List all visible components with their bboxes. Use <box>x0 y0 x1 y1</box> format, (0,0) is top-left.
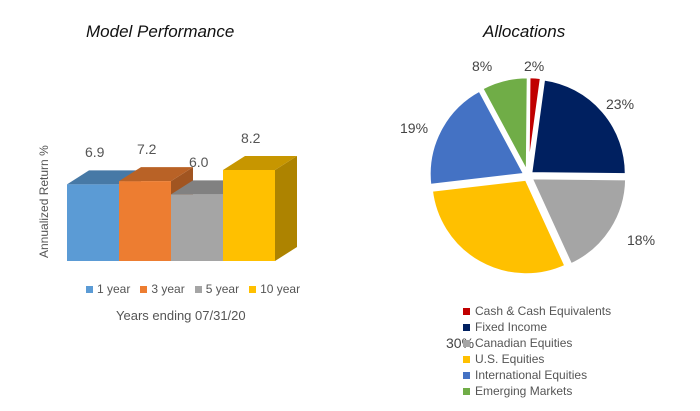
legend-label: 1 year <box>97 282 131 296</box>
legend-label: 3 year <box>151 282 185 296</box>
legend-label: Cash & Cash Equivalents <box>475 304 612 318</box>
pie-value-label: 19% <box>400 120 429 136</box>
legend-swatch <box>140 285 148 293</box>
performance-chart-title: Model Performance <box>86 22 235 41</box>
bar-value-label: 7.2 <box>137 141 157 158</box>
legend-swatch <box>463 307 470 315</box>
bar-chart <box>67 156 297 261</box>
pie-value-label: 18% <box>627 232 656 248</box>
pie-value-label: 2% <box>524 58 545 74</box>
pie-legend-item: Emerging Markets <box>463 383 611 399</box>
legend-label: 10 year <box>260 282 301 296</box>
allocations-chart-title: Allocations <box>483 22 566 41</box>
bar-legend-item: 3 year <box>140 282 185 296</box>
legend-swatch <box>249 285 257 293</box>
bar-legend: 1 year 3 year 5 year 10 year <box>86 282 300 296</box>
x-axis-label: Years ending 07/31/20 <box>116 308 246 323</box>
legend-label: 5 year <box>205 282 240 296</box>
legend-swatch <box>463 339 470 347</box>
bar-5-year <box>171 194 223 261</box>
pie-legend-item: Cash & Cash Equivalents <box>463 303 611 319</box>
bar-3-year <box>119 181 171 261</box>
pie-legend-item: International Equities <box>463 367 611 383</box>
pie-legend-item: Canadian Equities <box>463 335 611 351</box>
pie-legend-item: Fixed Income <box>463 319 611 335</box>
pie-value-label: 30% <box>446 335 475 351</box>
legend-swatch <box>463 355 470 363</box>
bar-10-year <box>223 170 275 261</box>
bar-1-year <box>67 184 119 261</box>
bar-legend-item: 5 year <box>194 282 240 296</box>
pie-legend: Cash & Cash Equivalents Fixed Income Canad… <box>463 303 611 399</box>
pie-slice-u-s-equities <box>430 178 568 276</box>
pie-slice-canadian-equities <box>529 176 628 267</box>
pie-value-label: 23% <box>606 96 635 112</box>
bar-value-label: 8.2 <box>241 130 261 146</box>
bar-top <box>223 156 297 170</box>
legend-swatch <box>463 323 470 331</box>
legend-label: International Equities <box>475 368 588 382</box>
bar-value-label: 6.0 <box>189 154 209 171</box>
bar-value-label: 6.9 <box>85 144 105 161</box>
legend-label: Canadian Equities <box>475 336 573 350</box>
legend-label: Fixed Income <box>475 320 548 334</box>
legend-label: Emerging Markets <box>475 384 573 398</box>
legend-swatch <box>86 285 93 293</box>
pie-legend-item: U.S. Equities <box>463 351 611 367</box>
legend-swatch <box>463 371 470 379</box>
bar-legend-item: 10 year <box>249 282 300 296</box>
pie-slice-emerging-markets <box>480 75 530 173</box>
legend-swatch <box>194 285 202 293</box>
legend-label: U.S. Equities <box>475 352 545 366</box>
pie-slice-international-equities <box>428 88 527 187</box>
legend-swatch <box>463 387 470 395</box>
bar-top <box>119 167 193 182</box>
bar-side <box>275 156 297 261</box>
bar-legend-item: 1 year <box>86 282 130 296</box>
pie-slice-fixed-income <box>529 77 628 176</box>
pie-value-label: 8% <box>472 58 493 74</box>
